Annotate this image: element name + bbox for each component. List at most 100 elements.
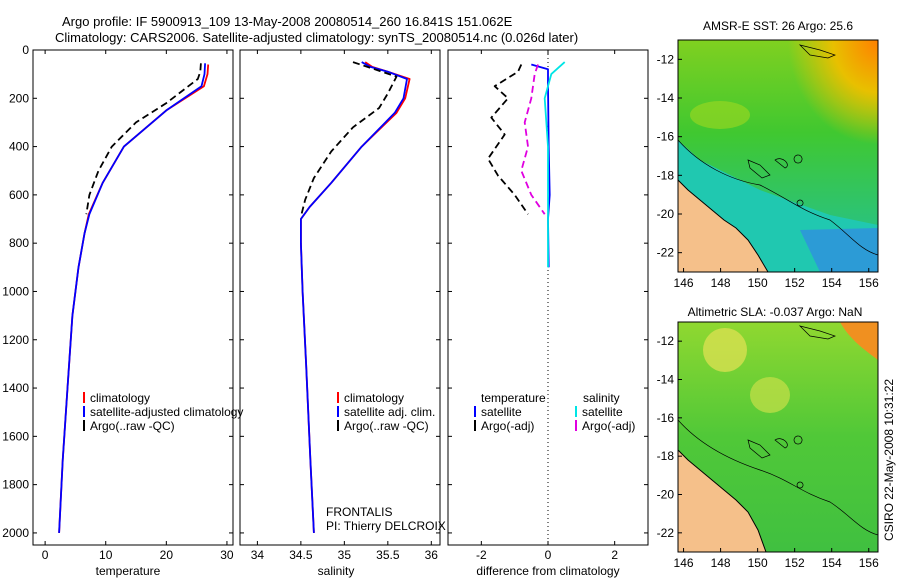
x-tick-label: 10: [99, 548, 113, 562]
y-tick-label: 200: [9, 91, 29, 105]
series-line-salinity-satellite: [543, 61, 566, 268]
y-tick-label: 1200: [2, 333, 29, 347]
sst-cool-patch: [690, 101, 750, 129]
map-y-tick-label: -22: [657, 526, 675, 540]
sst-offshore-cool-band: [800, 228, 878, 272]
map-x-tick-label: 146: [674, 276, 694, 290]
x-tick-label: 35: [338, 548, 352, 562]
temperature-xlabel: temperature: [96, 564, 161, 578]
map-x-tick-label: 148: [711, 276, 731, 290]
map-x-tick-label: 152: [785, 556, 805, 570]
sst-reef-contour: [747, 154, 804, 207]
y-tick-label: 1600: [2, 429, 29, 443]
map-x-tick-label: 154: [822, 556, 842, 570]
legend-label-argo: Argo(..raw -QC): [90, 419, 175, 433]
series-group: [58, 63, 210, 533]
y-tick-label: 0: [22, 43, 29, 57]
x-tick-label: 34: [251, 548, 265, 562]
legend-label-sal-argo: Argo(-adj): [582, 419, 635, 433]
temperature-legend: climatology satellite-adjusted climatolo…: [83, 391, 243, 433]
series-line-satellite-adjusted-climatology: [58, 63, 206, 533]
series-line-temperature-argo-adj-: [487, 64, 529, 215]
salinity-annotation-project: FRONTALIS: [326, 505, 392, 519]
series-group: [487, 61, 566, 268]
temperature-plot-frame: [32, 49, 234, 546]
sla-high-patch: [703, 328, 747, 372]
map-y-tick-label: -22: [657, 246, 675, 260]
legend-label-temp-argo: Argo(-adj): [481, 419, 534, 433]
legend-label-satellite: satellite adj. clim.: [344, 405, 435, 419]
legend-header-temperature: temperature: [481, 391, 546, 405]
y-tick-label: 800: [9, 236, 29, 250]
sla-map-frame: [677, 321, 879, 553]
sla-coastline: [678, 449, 767, 552]
y-tick-label: 1800: [2, 478, 29, 492]
map-y-tick-label: -16: [657, 411, 675, 425]
sst-land: [678, 180, 768, 272]
sla-shelf-contour: [678, 419, 878, 536]
map-x-tick-label: 150: [748, 556, 768, 570]
legend-header-salinity: salinity: [583, 391, 620, 405]
x-tick-label: -2: [476, 548, 487, 562]
map-x-tick-label: 156: [859, 556, 879, 570]
map-x-tick-label: 148: [711, 556, 731, 570]
map-ticks: 146 148 150 152 154 156 -12 -14 -16 -18 -20 -22 146 1…: [657, 52, 879, 570]
map-y-tick-label: -14: [657, 91, 675, 105]
legend-label-sal-satellite: satellite: [582, 405, 623, 419]
map-x-tick-label: 150: [748, 276, 768, 290]
sla-corner-patch: [840, 322, 878, 360]
series-line-salinity-argo-adj-: [520, 64, 546, 215]
salinity-annotation-pi: PI: Thierry DELCROIX: [326, 519, 446, 533]
sst-map: AMSR-E SST: 26 Argo: 25.6: [677, 19, 879, 273]
x-tick-label: 35.5: [376, 548, 400, 562]
x-tick-label: 34.5: [289, 548, 313, 562]
legend-label-temp-satellite: satellite: [481, 405, 522, 419]
y-tick-label: 400: [9, 140, 29, 154]
difference-legend: temperature salinity satellite satellite…: [474, 391, 635, 433]
series-line-satellite-adj-clim-: [300, 61, 408, 533]
x-tick-label: 30: [220, 548, 234, 562]
sst-cape-contour: [798, 44, 836, 59]
map-y-tick-label: -18: [657, 449, 675, 463]
figure-title-line1: Argo profile: IF 5900913_109 13-May-2008…: [62, 14, 513, 29]
difference-plot: -2 0 2: [448, 49, 648, 562]
sla-map-title: Altimetric SLA: -0.037 Argo: NaN: [688, 305, 863, 319]
legend-label-argo: Argo(..raw -QC): [344, 419, 429, 433]
series-line-argo-raw-qc-: [300, 61, 398, 217]
sla-reef-contour: [747, 435, 804, 489]
y-tick-label: 600: [9, 188, 29, 202]
salinity-plot-frame: [239, 49, 441, 546]
x-tick-label: 0: [42, 548, 49, 562]
sst-map-title: AMSR-E SST: 26 Argo: 25.6: [703, 19, 853, 33]
salinity-xlabel: salinity: [318, 564, 355, 578]
legend-label-satellite: satellite-adjusted climatology: [90, 405, 243, 419]
map-y-tick-label: -20: [657, 207, 675, 221]
sla-land: [678, 450, 766, 552]
temperature-plot: 0 200 400 600 800 1000 1200 1400 1600 1800 2000 0 10…: [2, 43, 234, 562]
map-x-tick-label: 152: [785, 276, 805, 290]
map-y-tick-label: -18: [657, 168, 675, 182]
legend-label-climatology: climatology: [344, 391, 404, 405]
sst-shelf-contour: [678, 139, 878, 256]
map-x-tick-label: 146: [674, 556, 694, 570]
series-group: [300, 61, 411, 533]
map-y-tick-label: -12: [657, 334, 675, 348]
y-tick-label: 2000: [2, 526, 29, 540]
sst-coastline: [678, 179, 769, 272]
series-line-argo-raw-qc-: [85, 63, 202, 215]
sst-map-frame: [677, 39, 879, 273]
legend-label-climatology: climatology: [90, 391, 150, 405]
x-tick-label: 20: [160, 548, 174, 562]
map-y-tick-label: -14: [657, 373, 675, 387]
y-tick-label: 1400: [2, 381, 29, 395]
sla-cape-contour: [798, 325, 836, 340]
timestamp-stamp: CSIRO 22-May-2008 10:31:22: [882, 379, 896, 541]
figure-title-line2: Climatology: CARS2006. Satellite-adjuste…: [55, 30, 578, 45]
map-x-tick-label: 156: [859, 276, 879, 290]
map-y-tick-label: -20: [657, 488, 675, 502]
sla-map: Altimetric SLA: -0.037 Argo: NaN: [677, 305, 879, 553]
map-x-tick-label: 154: [822, 276, 842, 290]
y-tick-label: 1000: [2, 284, 29, 298]
x-tick-label: 2: [611, 548, 618, 562]
x-tick-label: 0: [545, 548, 552, 562]
